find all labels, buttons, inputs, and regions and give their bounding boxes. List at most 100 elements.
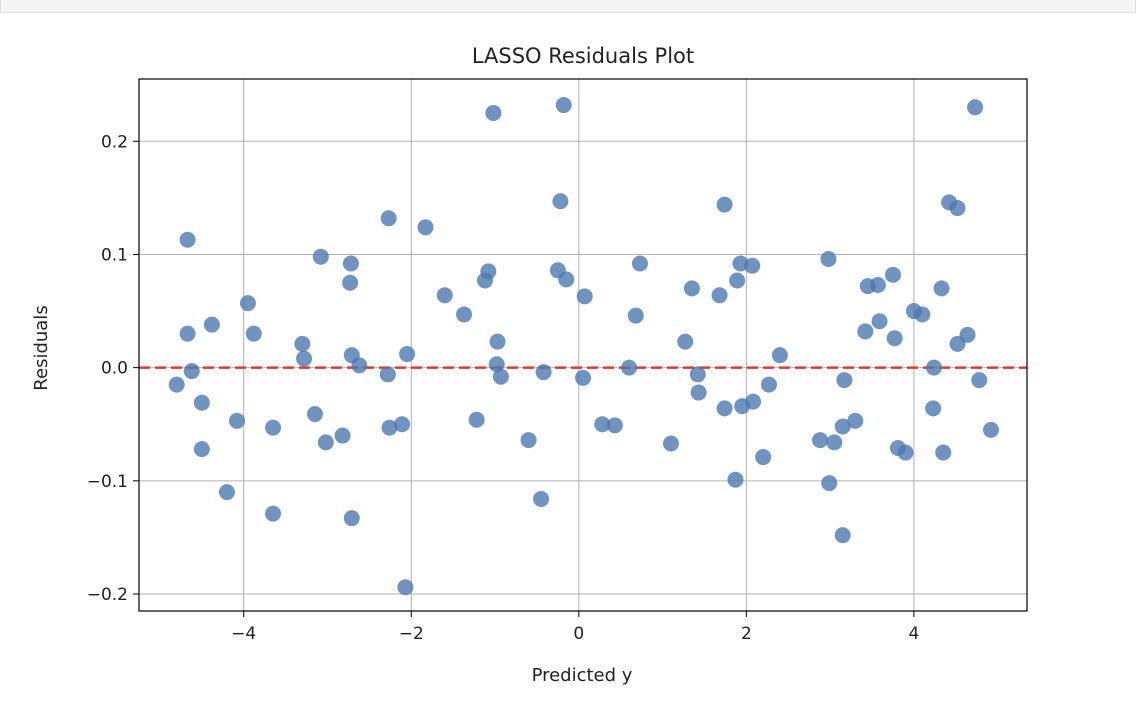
x-tick-label: 2 xyxy=(741,624,752,644)
x-axis-label: Predicted y xyxy=(532,665,633,686)
data-point xyxy=(468,411,485,428)
x-tick-label: −2 xyxy=(399,624,424,644)
x-tick-label: 4 xyxy=(908,624,919,644)
data-point xyxy=(488,356,505,373)
data-point xyxy=(334,427,351,444)
data-point xyxy=(631,255,648,272)
data-point xyxy=(265,419,282,436)
data-point xyxy=(183,363,200,380)
data-point xyxy=(594,416,611,433)
data-point xyxy=(312,248,329,265)
y-tick-label: 0.0 xyxy=(101,359,128,379)
data-point xyxy=(826,434,843,451)
data-point xyxy=(621,359,638,376)
data-point xyxy=(925,400,942,417)
data-point xyxy=(884,266,901,283)
data-point xyxy=(959,326,976,343)
data-point xyxy=(245,325,262,342)
data-point xyxy=(926,359,943,376)
data-point xyxy=(716,400,733,417)
data-point xyxy=(555,97,572,114)
data-point xyxy=(933,280,950,297)
data-point xyxy=(218,484,235,501)
data-point xyxy=(834,527,851,544)
data-point xyxy=(771,347,788,364)
data-point xyxy=(229,412,246,429)
chart-title: LASSO Residuals Plot xyxy=(472,44,694,68)
data-point xyxy=(755,449,772,466)
data-point xyxy=(729,272,746,289)
y-tick-label: 0.2 xyxy=(101,132,128,152)
data-point xyxy=(380,210,397,227)
data-point xyxy=(394,416,411,433)
data-point xyxy=(606,417,623,434)
data-point xyxy=(683,280,700,297)
data-point xyxy=(306,406,323,423)
data-point xyxy=(381,419,398,436)
data-point xyxy=(897,444,914,461)
data-point xyxy=(193,441,210,458)
y-axis-label: Residuals xyxy=(31,305,52,390)
data-point xyxy=(492,368,509,385)
data-point xyxy=(716,196,733,213)
x-tick-label: 0 xyxy=(573,624,584,644)
data-point xyxy=(552,193,569,210)
data-point xyxy=(760,376,777,393)
data-point xyxy=(857,323,874,340)
data-point xyxy=(935,444,952,461)
data-point xyxy=(239,295,256,312)
data-point xyxy=(489,333,506,350)
x-tick-label: −4 xyxy=(231,624,256,644)
data-point xyxy=(520,432,537,449)
data-point xyxy=(351,357,368,374)
data-point xyxy=(480,263,497,280)
data-point xyxy=(535,364,552,381)
data-point xyxy=(690,384,707,401)
cell-output-strip xyxy=(0,0,1136,13)
data-point xyxy=(533,490,550,507)
y-tick-label: −0.2 xyxy=(87,585,128,605)
data-point xyxy=(869,277,886,294)
data-point xyxy=(397,579,414,596)
data-point xyxy=(820,250,837,267)
data-point xyxy=(342,274,359,291)
data-point xyxy=(812,432,829,449)
data-point xyxy=(575,369,591,386)
data-point xyxy=(485,104,502,121)
data-point xyxy=(836,372,853,389)
y-axis-ticks: −0.2 −0.1 0.0 0.1 0.2 xyxy=(87,132,139,605)
data-point xyxy=(689,366,706,383)
data-point xyxy=(168,376,185,393)
data-point xyxy=(914,306,931,323)
data-point xyxy=(662,435,679,452)
data-point xyxy=(179,231,196,248)
data-point xyxy=(971,372,988,389)
data-point xyxy=(179,325,196,342)
data-point xyxy=(399,346,416,363)
data-point xyxy=(834,418,851,435)
y-tick-label: −0.1 xyxy=(87,472,128,492)
data-point xyxy=(847,412,864,429)
data-point xyxy=(265,505,282,522)
y-tick-label: 0.1 xyxy=(101,245,128,265)
data-point xyxy=(871,313,888,330)
data-point xyxy=(627,307,644,324)
data-point xyxy=(203,316,220,333)
data-point xyxy=(745,393,762,410)
data-point xyxy=(296,350,313,367)
data-point xyxy=(342,255,359,272)
data-point xyxy=(886,330,903,347)
data-point xyxy=(317,434,334,451)
plot-frame xyxy=(138,78,1028,612)
data-point xyxy=(677,333,694,350)
data-points xyxy=(168,97,999,596)
data-point xyxy=(727,471,744,488)
data-point xyxy=(436,287,453,304)
data-point xyxy=(711,287,728,304)
x-axis-ticks: −4 −2 0 2 4 xyxy=(231,611,919,644)
data-point xyxy=(967,99,984,116)
data-point xyxy=(456,306,473,323)
data-point xyxy=(379,366,396,383)
data-point xyxy=(744,257,761,274)
